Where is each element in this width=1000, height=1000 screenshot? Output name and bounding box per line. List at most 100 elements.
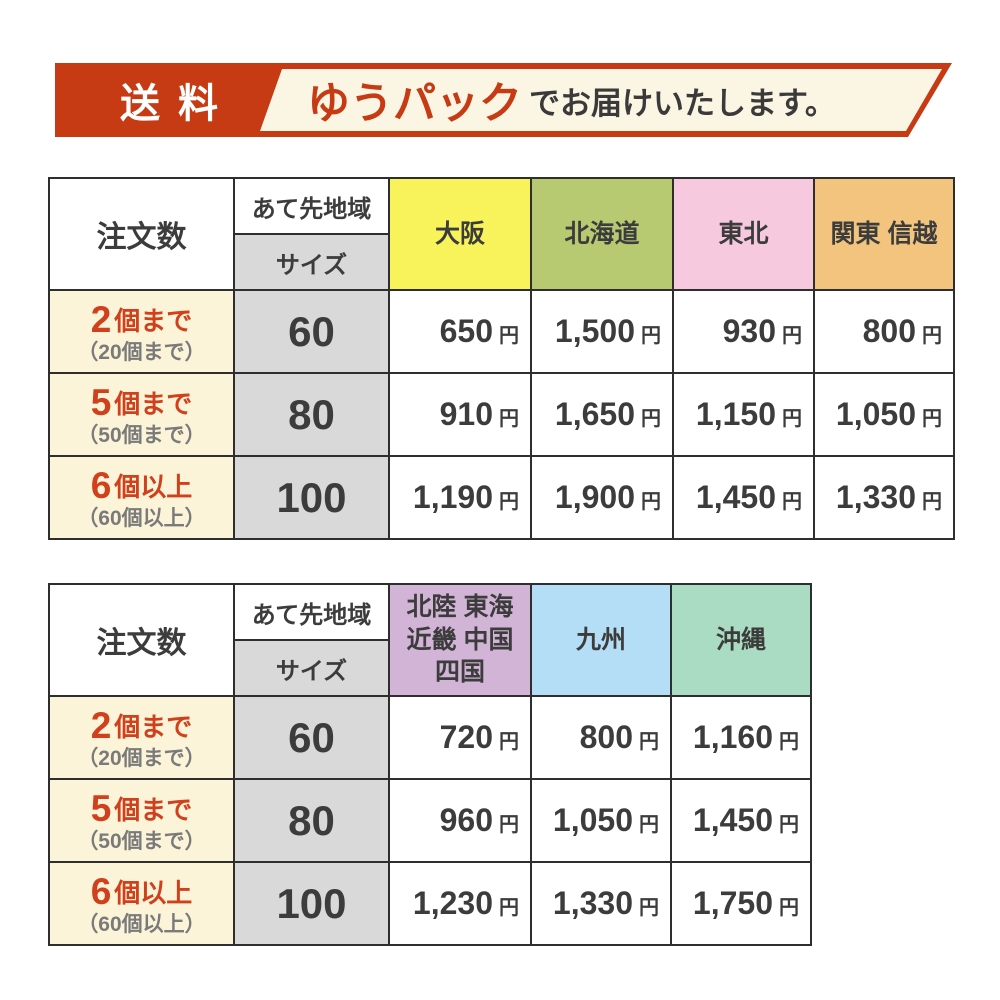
qty-unit: 個まで: [114, 794, 193, 825]
banner-ribbon-shape: [55, 63, 952, 137]
price-cell: 800 円: [530, 695, 672, 780]
price-value: 1,500: [554, 313, 635, 349]
shipping-fee-table-east: 注文数 あて先地域 大阪 北海道 東北 関東 信越 サイズ 2 個まで （20個ま…: [48, 177, 955, 540]
price-value: 650: [439, 313, 493, 349]
yen-label: 円: [779, 731, 799, 753]
size-value-cell: 80: [233, 778, 390, 863]
price-value: 1,150: [695, 396, 776, 432]
yen-label: 円: [782, 408, 802, 430]
yen-label: 円: [499, 731, 519, 753]
order-count-header: 注文数: [48, 583, 235, 697]
price-cell: 1,150 円: [672, 372, 815, 457]
qty-number: 6: [90, 464, 112, 506]
qty-label-cell: 6 個以上 （60個以上）: [48, 455, 235, 540]
table-row: 2 個まで （20個まで） 60 650 円 1,500 円 930 円 800 円: [48, 289, 955, 374]
price-cell: 1,330 円: [813, 455, 955, 540]
price-value: 800: [579, 719, 633, 755]
shipping-fee-table-west: 注文数 あて先地域 北陸 東海 近畿 中国 四国 九州 沖縄 サイズ 2 個まで …: [48, 583, 812, 946]
region-header-hokkaido: 北海道: [530, 177, 674, 291]
yen-label: 円: [641, 325, 661, 347]
yen-label: 円: [779, 814, 799, 836]
region-header-hokuriku-tokai-kinki-chugoku-shikoku: 北陸 東海 近畿 中国 四国: [388, 583, 532, 697]
banner-title: 送料: [120, 82, 236, 126]
qty-note: （60個以上）: [77, 912, 206, 936]
price-cell: 1,650 円: [530, 372, 674, 457]
yen-label: 円: [499, 408, 519, 430]
price-cell: 1,050 円: [813, 372, 955, 457]
qty-label-cell: 6 個以上 （60個以上）: [48, 861, 235, 946]
price-cell: 1,450 円: [670, 778, 812, 863]
yen-label: 円: [782, 325, 802, 347]
price-cell: 1,160 円: [670, 695, 812, 780]
price-value: 800: [862, 313, 916, 349]
yen-label: 円: [922, 408, 942, 430]
order-count-header: 注文数: [48, 177, 235, 291]
price-value: 1,650: [554, 396, 635, 432]
yen-label: 円: [922, 325, 942, 347]
qty-number: 6: [90, 870, 112, 912]
size-value-cell: 100: [233, 861, 390, 946]
size-value-cell: 60: [233, 695, 390, 780]
size-value-cell: 60: [233, 289, 390, 374]
qty-note: （50個まで）: [77, 423, 206, 447]
price-value: 1,450: [692, 802, 773, 838]
price-value: 1,330: [835, 479, 916, 515]
price-value: 1,050: [835, 396, 916, 432]
qty-number: 5: [90, 787, 112, 829]
price-value: 1,450: [695, 479, 776, 515]
qty-unit: 個以上: [114, 877, 193, 908]
qty-unit: 個以上: [114, 471, 193, 502]
region-header-kanto-shinetsu: 関東 信越: [813, 177, 955, 291]
price-value: 1,050: [552, 802, 633, 838]
yen-label: 円: [779, 897, 799, 919]
price-cell: 1,450 円: [672, 455, 815, 540]
yen-label: 円: [499, 897, 519, 919]
price-value: 1,160: [692, 719, 773, 755]
header-row-size: サイズ: [49, 639, 811, 697]
table-row: 5 個まで （50個まで） 80 960 円 1,050 円 1,450 円: [48, 778, 812, 863]
banner-phrase: ゆうパック でお届けいたします。: [307, 63, 882, 137]
price-value: 1,750: [692, 885, 773, 921]
region-header-kyushu: 九州: [530, 583, 672, 697]
yen-label: 円: [639, 814, 659, 836]
yen-label: 円: [639, 897, 659, 919]
yen-label: 円: [641, 408, 661, 430]
yen-label: 円: [499, 491, 519, 513]
price-value: 1,190: [412, 479, 493, 515]
header-row: 注文数 あて先地域 北陸 東海 近畿 中国 四国 九州 沖縄: [48, 583, 812, 697]
price-cell: 1,500 円: [530, 289, 674, 374]
price-cell: 930 円: [672, 289, 815, 374]
qty-label-cell: 5 個まで （50個まで）: [48, 778, 235, 863]
price-cell: 1,190 円: [388, 455, 532, 540]
qty-note: （20個まで）: [77, 746, 206, 770]
price-cell: 650 円: [388, 289, 532, 374]
size-header: サイズ: [233, 639, 390, 697]
price-cell: 720 円: [388, 695, 532, 780]
region-header-okinawa: 沖縄: [670, 583, 812, 697]
price-cell: 1,330 円: [530, 861, 672, 946]
shipping-banner: 送料 ゆうパック でお届けいたします。: [55, 63, 952, 137]
price-value: 930: [722, 313, 776, 349]
price-value: 960: [439, 802, 493, 838]
destination-header: あて先地域: [233, 177, 390, 235]
yen-label: 円: [639, 731, 659, 753]
price-cell: 1,050 円: [530, 778, 672, 863]
qty-number: 2: [90, 704, 112, 746]
header-row: 注文数 あて先地域 大阪 北海道 東北 関東 信越: [48, 177, 955, 291]
price-cell: 1,900 円: [530, 455, 674, 540]
header-row-size: サイズ: [49, 233, 954, 291]
yen-label: 円: [499, 325, 519, 347]
size-value-cell: 80: [233, 372, 390, 457]
qty-unit: 個まで: [114, 388, 193, 419]
table-row: 6 個以上 （60個以上） 100 1,190 円 1,900 円 1,450 円 1,…: [48, 455, 955, 540]
price-value: 1,900: [554, 479, 635, 515]
yen-label: 円: [782, 491, 802, 513]
region-header-osaka: 大阪: [388, 177, 532, 291]
qty-note: （50個まで）: [77, 829, 206, 853]
table-row: 5 個まで （50個まで） 80 910 円 1,650 円 1,150 円 1,050…: [48, 372, 955, 457]
banner-suffix-text: でお届けいたします。: [529, 85, 836, 121]
price-value: 1,230: [412, 885, 493, 921]
region-header-tohoku: 東北: [672, 177, 815, 291]
banner-service-name: ゆうパック: [307, 80, 522, 128]
qty-note: （60個以上）: [77, 506, 206, 530]
